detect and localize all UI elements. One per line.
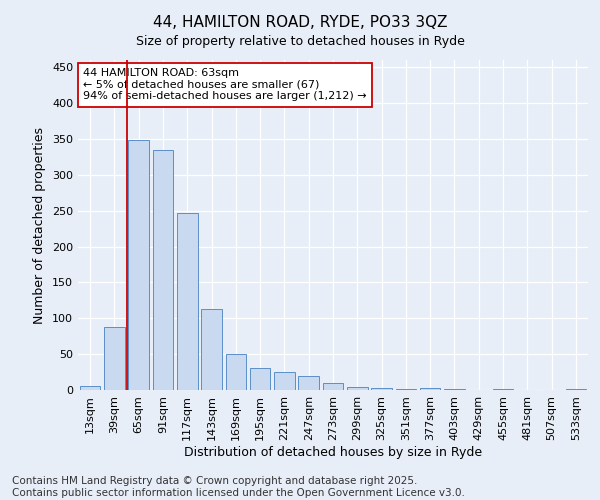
Bar (347, 387, 368, 390)
Text: Contains HM Land Registry data © Crown copyright and database right 2025.
Contai: Contains HM Land Registry data © Crown c… (12, 476, 465, 498)
Bar (128, 140, 149, 390)
X-axis label: Distribution of detached houses by size in Ryde: Distribution of detached houses by size … (184, 446, 482, 458)
Bar (274, 372, 295, 390)
Bar (566, 388, 586, 390)
Text: Size of property relative to detached houses in Ryde: Size of property relative to detached ho… (136, 35, 464, 48)
Bar (226, 354, 246, 390)
Bar (201, 309, 222, 390)
Y-axis label: Number of detached properties: Number of detached properties (34, 126, 46, 324)
Bar (323, 383, 343, 390)
Text: 44, HAMILTON ROAD, RYDE, PO33 3QZ: 44, HAMILTON ROAD, RYDE, PO33 3QZ (153, 15, 447, 30)
Text: 44 HAMILTON ROAD: 63sqm
← 5% of detached houses are smaller (67)
94% of semi-det: 44 HAMILTON ROAD: 63sqm ← 5% of detached… (83, 68, 367, 102)
Bar (298, 376, 319, 390)
Bar (250, 368, 271, 390)
Bar (80, 386, 100, 390)
Bar (371, 388, 392, 390)
Bar (493, 388, 514, 390)
Bar (177, 213, 197, 390)
Bar (152, 150, 173, 390)
Bar (104, 327, 125, 390)
Bar (395, 388, 416, 390)
Bar (420, 388, 440, 390)
